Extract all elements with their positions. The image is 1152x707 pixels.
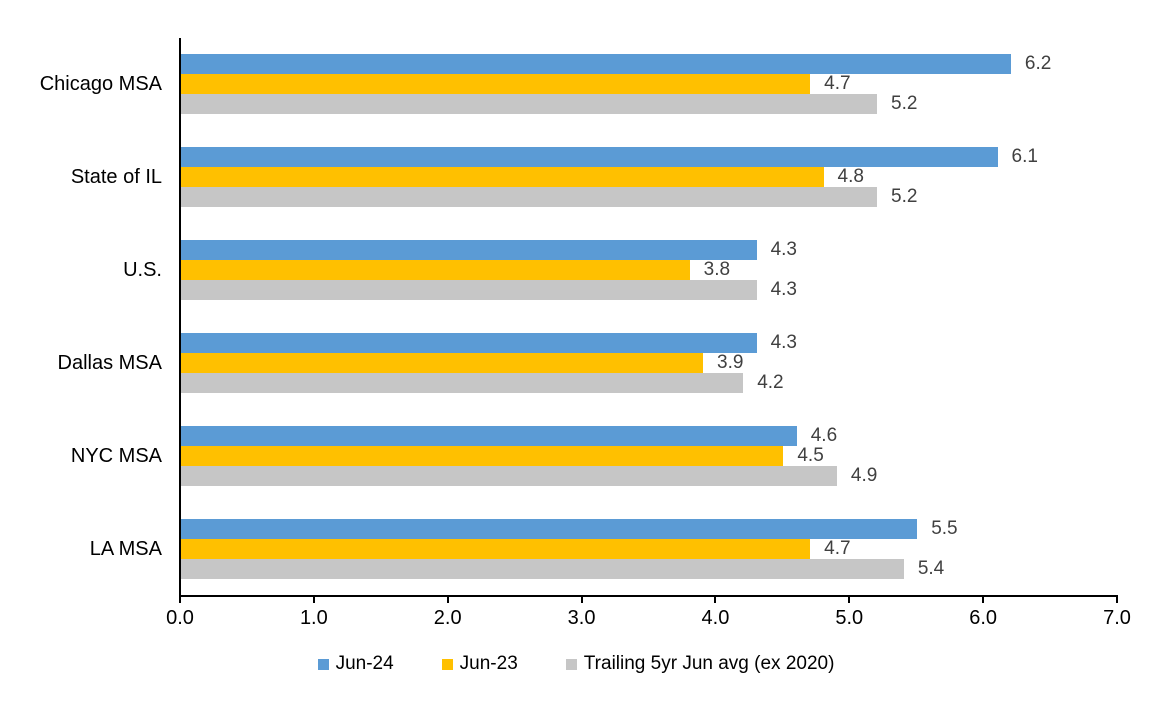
legend-label: Trailing 5yr Jun avg (ex 2020) [583, 653, 835, 674]
value-label: 6.1 [1011, 146, 1038, 168]
x-tick [714, 595, 717, 603]
value-label: 5.4 [917, 557, 945, 579]
bar-jun-24 [181, 425, 797, 446]
category-label: U.S. [123, 259, 162, 282]
x-tick-label: 0.0 [166, 607, 194, 629]
legend-label: Jun-24 [335, 653, 394, 674]
x-tick-label: 2.0 [433, 607, 462, 629]
category-label: NYC MSA [70, 444, 162, 467]
bar-trailing-5yr-jun-avg-ex-2020 [181, 372, 744, 393]
value-label: 4.7 [824, 537, 851, 559]
x-tick [179, 595, 181, 603]
value-label: 4.3 [770, 331, 797, 353]
x-tick-label: 4.0 [701, 607, 730, 629]
category-label: State of IL [70, 166, 162, 189]
value-label: 6.2 [1024, 53, 1052, 75]
value-label: 4.5 [797, 444, 824, 466]
bar-trailing-5yr-jun-avg-ex-2020 [181, 280, 757, 301]
legend-swatch-icon [317, 658, 329, 670]
bar-jun-23 [181, 167, 824, 188]
bar-trailing-5yr-jun-avg-ex-2020 [181, 465, 837, 486]
legend-item: Trailing 5yr Jun avg (ex 2020) [565, 653, 835, 675]
x-tick [848, 595, 851, 603]
value-label: 4.3 [770, 279, 797, 301]
value-label: 4.3 [770, 239, 797, 261]
x-tick [982, 595, 985, 603]
value-label: 4.2 [757, 371, 784, 393]
x-tick-label: 7.0 [1103, 607, 1131, 629]
x-tick [446, 595, 449, 603]
legend-swatch-icon [565, 658, 577, 670]
value-label: 4.9 [850, 464, 878, 486]
bar-trailing-5yr-jun-avg-ex-2020 [181, 94, 878, 115]
x-tick-label: 5.0 [835, 607, 864, 629]
category-label: Chicago MSA [39, 73, 162, 96]
bar-jun-24 [181, 240, 757, 261]
y-axis-line [179, 38, 181, 595]
value-label: 5.2 [891, 93, 918, 115]
x-tick [1116, 595, 1118, 603]
value-label: 3.8 [703, 259, 731, 281]
bar-jun-23 [181, 260, 690, 281]
bar-trailing-5yr-jun-avg-ex-2020 [181, 187, 878, 208]
bar-jun-24 [181, 147, 998, 168]
bar-jun-24 [181, 518, 918, 539]
value-label: 3.9 [717, 351, 744, 373]
bar-jun-23 [181, 74, 811, 95]
x-tick [580, 595, 583, 603]
category-label: Dallas MSA [57, 351, 162, 374]
legend-label: Jun-23 [459, 653, 518, 674]
bar-jun-24 [181, 332, 757, 353]
x-tick-label: 6.0 [969, 607, 998, 629]
legend-item: Jun-24 [317, 653, 394, 675]
x-tick [312, 595, 315, 603]
x-tick-label: 1.0 [299, 607, 328, 629]
x-tick-label: 3.0 [567, 607, 596, 629]
bar-jun-23 [181, 538, 811, 559]
bar-trailing-5yr-jun-avg-ex-2020 [181, 558, 904, 579]
value-label: 4.8 [837, 166, 864, 188]
value-label: 4.7 [824, 73, 851, 95]
x-axis-line [179, 595, 1118, 597]
value-label: 5.2 [891, 186, 918, 208]
legend-item: Jun-23 [441, 653, 518, 675]
bar-jun-24 [181, 54, 1011, 75]
value-label: 4.6 [810, 424, 838, 446]
chart-legend: Jun-24 Jun-23 Trailing 5yr Jun avg (ex 202… [0, 653, 1152, 675]
bar-jun-23 [181, 445, 784, 466]
bar-jun-23 [181, 352, 704, 373]
value-label: 5.5 [931, 517, 958, 539]
category-label: LA MSA [89, 537, 162, 560]
legend-swatch-icon [441, 658, 453, 670]
